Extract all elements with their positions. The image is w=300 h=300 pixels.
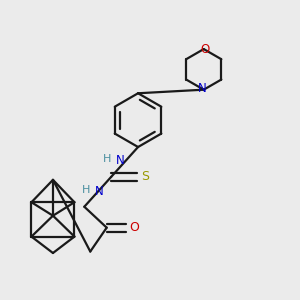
Text: N: N <box>95 185 103 198</box>
Text: H: H <box>103 154 111 164</box>
Text: H: H <box>82 185 90 195</box>
Text: O: O <box>201 43 210 56</box>
Text: N: N <box>198 82 207 95</box>
Text: N: N <box>116 154 124 167</box>
Text: S: S <box>141 170 149 183</box>
Text: O: O <box>130 221 140 234</box>
